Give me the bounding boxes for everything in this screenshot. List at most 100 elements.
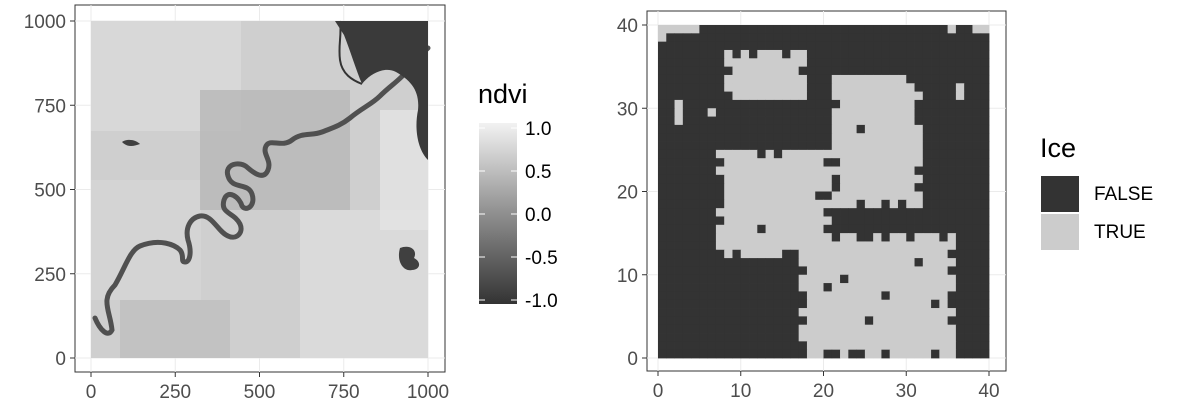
cell-true <box>856 74 866 84</box>
cell-false <box>939 133 949 142</box>
legend-label-true: TRUE <box>1094 222 1146 243</box>
cell-false <box>707 58 717 68</box>
cell-false <box>856 233 866 242</box>
cell-false <box>815 108 824 117</box>
cell-false <box>906 74 915 84</box>
cell-false <box>856 124 866 134</box>
cell-true <box>740 158 750 167</box>
cell-false <box>699 116 709 126</box>
cell-false <box>964 216 973 226</box>
cell-false <box>757 108 766 117</box>
cell-false <box>699 83 709 92</box>
cell-false <box>699 149 709 159</box>
cell-true <box>906 349 915 359</box>
cell-false <box>906 25 915 34</box>
cell-false <box>674 91 684 101</box>
cell-false <box>658 141 667 151</box>
cell-true <box>947 333 957 342</box>
cell-true <box>782 83 791 92</box>
cell-false <box>691 158 700 167</box>
cell-false <box>914 183 924 192</box>
cell-false <box>873 66 882 76</box>
cell-false <box>922 49 932 59</box>
cell-false <box>864 49 874 59</box>
cell-true <box>823 308 833 317</box>
cell-false <box>699 208 709 217</box>
cell-false <box>724 99 733 109</box>
cell-false <box>980 258 990 267</box>
cell-false <box>715 83 725 92</box>
cell-true <box>749 199 758 209</box>
cell-false <box>691 241 700 251</box>
cell-true <box>782 74 791 84</box>
cell-true <box>773 58 783 68</box>
y-tick-label: 20 <box>617 183 638 204</box>
cell-false <box>715 108 725 117</box>
cell-false <box>691 149 700 159</box>
cell-false <box>906 208 915 217</box>
cell-false <box>658 166 667 176</box>
cell-false <box>806 25 816 34</box>
cell-false <box>823 349 833 359</box>
cell-false <box>691 166 700 176</box>
cell-false <box>955 108 965 117</box>
cell-true <box>732 149 742 159</box>
cell-false <box>815 191 824 201</box>
cell-true <box>848 174 858 184</box>
cell-false <box>658 333 667 342</box>
cell-true <box>864 283 874 292</box>
cell-true <box>906 124 915 134</box>
cell-true <box>897 174 907 184</box>
cell-true <box>881 258 891 267</box>
cell-false <box>980 224 990 234</box>
cell-false <box>715 349 725 359</box>
cell-true <box>864 141 874 151</box>
cell-false <box>749 316 758 326</box>
cell-true <box>873 149 882 159</box>
cell-true <box>906 133 915 142</box>
cell-false <box>980 141 990 151</box>
cell-false <box>699 33 709 43</box>
cell-true <box>931 324 940 334</box>
cell-true <box>757 158 766 167</box>
cell-false <box>831 233 841 242</box>
cell-true <box>691 25 700 34</box>
cell-false <box>964 299 973 309</box>
cell-false <box>749 333 758 342</box>
cell-true <box>856 174 866 184</box>
cell-false <box>897 199 907 209</box>
x-tick-label: 750 <box>328 382 360 403</box>
cell-false <box>707 274 717 284</box>
cell-false <box>955 249 965 259</box>
cell-true <box>914 266 924 276</box>
cell-true <box>765 249 775 259</box>
cell-false <box>806 83 816 92</box>
cell-false <box>823 191 833 201</box>
cell-true <box>798 324 808 334</box>
cell-true <box>724 83 733 92</box>
cell-true <box>773 166 783 176</box>
cell-false <box>972 133 982 142</box>
cell-true <box>873 341 882 351</box>
cell-true <box>765 191 775 201</box>
cell-false <box>980 166 990 176</box>
cell-false <box>773 349 783 359</box>
cell-true <box>914 91 924 101</box>
cell-false <box>765 25 775 34</box>
cell-false <box>682 316 692 326</box>
cell-true <box>790 208 800 217</box>
cell-false <box>906 216 915 226</box>
cell-false <box>658 183 667 192</box>
cell-false <box>765 291 775 301</box>
cell-false <box>699 99 709 109</box>
cell-true <box>740 208 750 217</box>
cell-true <box>740 83 750 92</box>
cell-false <box>931 41 940 51</box>
cell-false <box>674 216 684 226</box>
cell-true <box>724 233 733 242</box>
cell-false <box>707 74 717 84</box>
cell-false <box>732 266 742 276</box>
cell-false <box>939 66 949 76</box>
cell-true <box>889 141 899 151</box>
cell-false <box>922 66 932 76</box>
